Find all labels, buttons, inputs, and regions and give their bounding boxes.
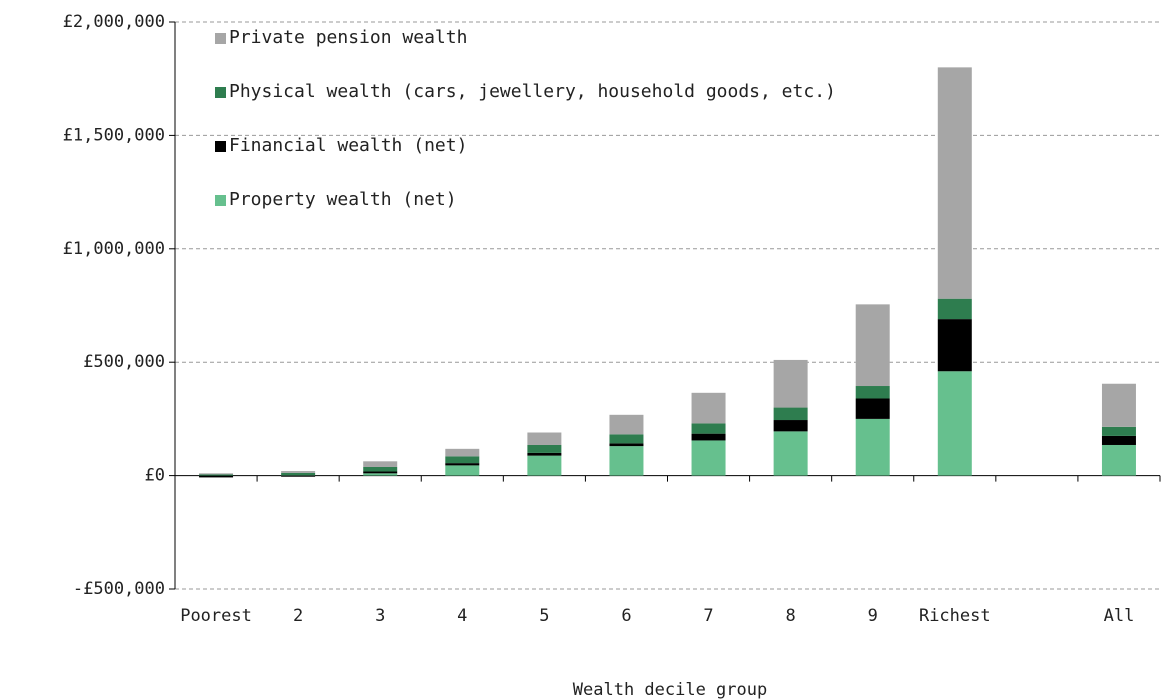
legend-label: Financial wealth (net) [229, 135, 468, 156]
legend-label: Private pension wealth [229, 27, 468, 48]
x-tick-label: Richest [919, 606, 991, 626]
bar-segment [937, 298, 972, 320]
x-tick-label: 7 [703, 606, 713, 626]
legend-swatch [215, 33, 226, 44]
bar-segment [527, 452, 562, 456]
bar-segment [855, 386, 890, 399]
bar-segment [855, 398, 890, 419]
bar-segment [609, 443, 644, 447]
y-tick-label: £500,000 [83, 352, 165, 372]
bar-segment [691, 440, 726, 476]
bar-segment [527, 432, 562, 445]
bar-segment [363, 461, 398, 467]
x-tick-label: Poorest [180, 606, 252, 626]
x-tick-label: 9 [868, 606, 878, 626]
x-tick-label: All [1104, 606, 1135, 626]
bar-segment [937, 371, 972, 476]
bar-segment [855, 304, 890, 387]
x-tick-label: 6 [621, 606, 631, 626]
bar-segment [527, 444, 562, 453]
legend-label: Physical wealth (cars, jewellery, househ… [229, 81, 836, 102]
x-tick-label: 5 [539, 606, 549, 626]
bar-segment [445, 448, 480, 457]
legend-item: Property wealth (net) [215, 190, 875, 244]
legend-item: Physical wealth (cars, jewellery, househ… [215, 82, 875, 136]
x-tick-label: 4 [457, 606, 467, 626]
legend-swatch [215, 141, 226, 152]
y-tick-label: £0 [145, 466, 165, 486]
legend-swatch [215, 195, 226, 206]
bar-segment [445, 456, 480, 464]
y-tick-label: £2,000,000 [63, 12, 165, 32]
bar-segment [363, 473, 398, 476]
bar-segment [691, 392, 726, 424]
y-tick-label: £1,000,000 [63, 239, 165, 259]
legend-label: Property wealth (net) [229, 189, 457, 210]
bar-segment [281, 472, 316, 476]
y-tick-label: £1,500,000 [63, 125, 165, 145]
bar-segment [281, 475, 316, 477]
bar-segment [691, 423, 726, 434]
bar-segment [609, 434, 644, 444]
bar-segment [773, 420, 808, 432]
bar-segment [609, 414, 644, 435]
bar-segment [855, 418, 890, 476]
bar-segment [199, 473, 234, 475]
bar-segment [1101, 435, 1136, 445]
bar-segment [199, 475, 234, 478]
bar-segment [773, 407, 808, 421]
bar-segment [773, 431, 808, 476]
legend-item: Private pension wealth [215, 28, 875, 82]
bar-segment [281, 471, 316, 473]
bar-segment [609, 446, 644, 476]
bar-segment [691, 433, 726, 441]
y-tick-label: -£500,000 [73, 579, 165, 599]
bar-segment [937, 67, 972, 299]
bar-segment [527, 455, 562, 476]
x-tick-label: 3 [375, 606, 385, 626]
bar-segment [1101, 444, 1136, 476]
bar-segment [363, 471, 398, 474]
bar-segment [445, 465, 480, 476]
bar-segment [199, 474, 234, 476]
x-axis-label: Wealth decile group [573, 680, 767, 700]
legend-item: Financial wealth (net) [215, 136, 875, 190]
bar-segment [363, 466, 398, 472]
legend-swatch [215, 87, 226, 98]
bar-segment [1101, 383, 1136, 427]
x-tick-label: 2 [293, 606, 303, 626]
legend: Private pension wealth Physical wealth (c… [215, 28, 875, 244]
bar-segment [773, 359, 808, 408]
bar-segment [445, 463, 480, 466]
bar-segment [1101, 426, 1136, 436]
x-tick-label: 8 [786, 606, 796, 626]
bar-segment [937, 319, 972, 372]
